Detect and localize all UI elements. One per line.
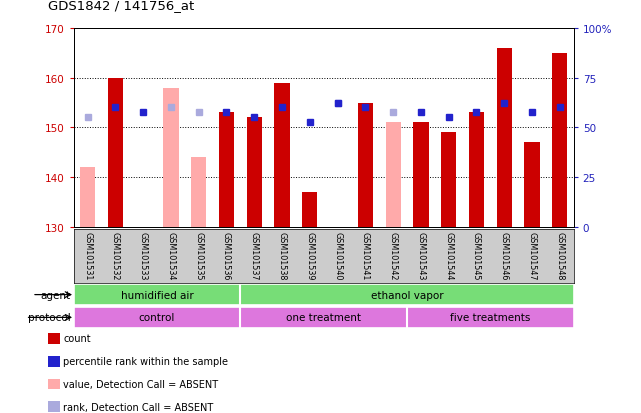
Text: GSM101542: GSM101542 [388, 232, 397, 280]
Text: value, Detection Call = ABSENT: value, Detection Call = ABSENT [63, 379, 219, 389]
Bar [240, 307, 407, 328]
Text: control: control [139, 313, 175, 323]
Text: count: count [63, 334, 91, 344]
Text: GSM101543: GSM101543 [417, 232, 426, 280]
Text: GSM101547: GSM101547 [528, 232, 537, 280]
Text: GSM101540: GSM101540 [333, 232, 342, 280]
Text: GSM101544: GSM101544 [444, 232, 453, 280]
Text: GSM101533: GSM101533 [138, 232, 147, 280]
Text: protocol: protocol [28, 313, 71, 323]
Text: GSM101535: GSM101535 [194, 232, 203, 280]
Text: GSM101548: GSM101548 [555, 232, 564, 280]
Bar [80, 168, 96, 227]
Bar [274, 83, 290, 227]
Text: rank, Detection Call = ABSENT: rank, Detection Call = ABSENT [63, 402, 213, 412]
Bar [407, 307, 574, 328]
Text: agent: agent [40, 290, 71, 300]
Bar [552, 54, 567, 227]
Text: GSM101545: GSM101545 [472, 232, 481, 280]
Bar [524, 143, 540, 227]
Bar [385, 123, 401, 227]
Bar [240, 284, 574, 306]
Text: GDS1842 / 141756_at: GDS1842 / 141756_at [48, 0, 194, 12]
Bar [219, 113, 234, 227]
Bar [469, 113, 484, 227]
Bar [358, 103, 373, 227]
Bar [302, 192, 317, 227]
Text: GSM101546: GSM101546 [500, 232, 509, 280]
Text: GSM101539: GSM101539 [305, 232, 314, 280]
Text: GSM101534: GSM101534 [167, 232, 176, 280]
Bar [441, 133, 456, 227]
Text: GSM101531: GSM101531 [83, 232, 92, 280]
Bar [74, 284, 240, 306]
Text: GSM101532: GSM101532 [111, 232, 120, 280]
Text: five treatments: five treatments [450, 313, 531, 323]
Bar [247, 118, 262, 227]
Text: GSM101541: GSM101541 [361, 232, 370, 280]
Text: percentile rank within the sample: percentile rank within the sample [63, 356, 228, 366]
Bar [108, 78, 123, 227]
Text: GSM101538: GSM101538 [278, 232, 287, 280]
Text: humidified air: humidified air [121, 290, 194, 300]
Bar [74, 307, 240, 328]
Text: GSM101536: GSM101536 [222, 232, 231, 280]
Bar [163, 88, 179, 227]
Bar [191, 158, 206, 227]
Text: GSM101537: GSM101537 [250, 232, 259, 280]
Bar [413, 123, 429, 227]
Text: one treatment: one treatment [286, 313, 362, 323]
Bar [497, 49, 512, 227]
Text: ethanol vapor: ethanol vapor [370, 290, 444, 300]
